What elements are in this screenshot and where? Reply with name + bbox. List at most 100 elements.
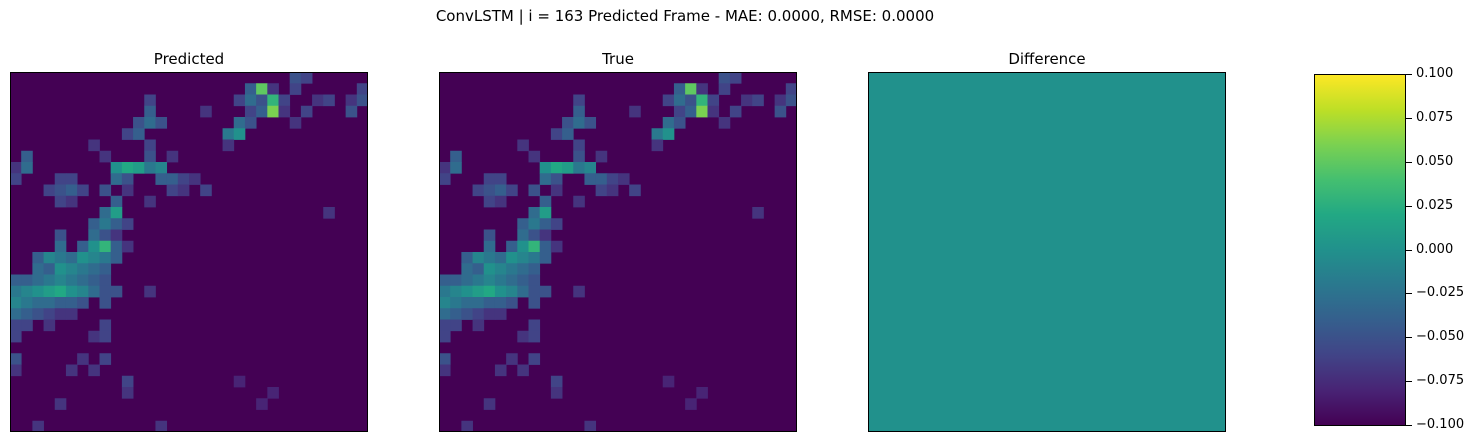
- colorbar-tick-label: 0.025: [1416, 198, 1454, 213]
- true-cell: [651, 128, 664, 140]
- predicted-cell: [144, 139, 156, 152]
- true-cell: [785, 83, 797, 95]
- predicted-cell: [155, 117, 168, 129]
- predicted-cell: [21, 150, 33, 163]
- true-cell: [606, 173, 619, 185]
- predicted-cell: [88, 139, 100, 152]
- true-cell: [472, 285, 485, 298]
- true-cell: [528, 150, 541, 163]
- predicted-cell: [88, 218, 100, 230]
- predicted-cell: [121, 184, 134, 197]
- predicted-cell: [10, 364, 22, 377]
- predicted-cell: [345, 105, 358, 118]
- true-cell: [528, 353, 541, 365]
- true-cell: [494, 297, 507, 309]
- predicted-cell: [256, 398, 268, 410]
- predicted-cell: [99, 240, 112, 253]
- true-cell: [539, 240, 552, 253]
- predicted-cell: [99, 229, 112, 242]
- true-cell: [483, 229, 496, 242]
- true-cell: [517, 252, 529, 264]
- predicted-cell: [233, 375, 246, 388]
- colorbar-tick: [1406, 250, 1412, 251]
- predicted-cell: [54, 263, 67, 275]
- predicted-cell: [10, 274, 22, 287]
- true-cell: [550, 375, 563, 388]
- true-cell: [662, 128, 675, 140]
- predicted-cell: [65, 263, 78, 275]
- predicted-cell: [155, 420, 168, 432]
- predicted-cell: [144, 94, 156, 107]
- true-frame: [439, 72, 797, 432]
- true-cell: [539, 195, 552, 208]
- true-cell: [517, 229, 529, 242]
- predicted-cell: [312, 94, 324, 107]
- predicted-cell: [244, 94, 257, 107]
- true-cell: [539, 252, 552, 264]
- true-cell: [718, 72, 731, 84]
- predicted-cell: [77, 285, 89, 298]
- true-cell: [439, 162, 451, 174]
- true-cell: [528, 274, 541, 287]
- predicted-cell: [177, 184, 190, 197]
- colorbar-tick-label: −0.075: [1416, 373, 1465, 388]
- predicted-cell: [110, 162, 123, 174]
- true-cell: [662, 94, 675, 107]
- colorbar-tick-label: 0.050: [1416, 154, 1454, 169]
- true-cell: [539, 207, 552, 219]
- true-cell: [472, 319, 485, 332]
- true-cell: [573, 94, 585, 107]
- predicted-cell: [88, 240, 100, 253]
- true-cell: [494, 184, 507, 197]
- predicted-cell: [88, 364, 100, 377]
- predicted-cell: [144, 117, 156, 129]
- predicted-cell: [99, 252, 112, 264]
- true-cell: [506, 274, 518, 287]
- true-cell: [618, 173, 630, 185]
- true-cell: [517, 139, 529, 152]
- colorbar-tick: [1406, 118, 1412, 119]
- predicted-cell: [256, 83, 268, 95]
- predicted-cell: [88, 330, 100, 343]
- predicted-cell: [65, 184, 78, 197]
- predicted-cell: [43, 252, 56, 264]
- true-cell: [539, 218, 552, 230]
- predicted-cell: [144, 162, 156, 174]
- predicted-cell: [21, 308, 33, 320]
- true-cell: [450, 319, 462, 332]
- true-cell: [439, 285, 451, 298]
- predicted-cell: [356, 94, 368, 107]
- predicted-cell: [99, 274, 112, 287]
- predicted-cell: [54, 285, 67, 298]
- difference-heatmap: [868, 72, 1226, 432]
- true-cell: [550, 184, 563, 197]
- true-cell: [729, 105, 742, 118]
- predicted-cell: [99, 353, 112, 365]
- true-cell: [595, 184, 608, 197]
- true-cell: [517, 364, 529, 377]
- true-cell: [506, 263, 518, 275]
- true-cell: [439, 364, 451, 377]
- predicted-cell: [21, 285, 33, 298]
- predicted-cell: [32, 297, 44, 309]
- predicted-cell: [43, 263, 56, 275]
- true-cell: [483, 252, 496, 264]
- predicted-cell: [10, 297, 22, 309]
- predicted-cell: [200, 105, 212, 118]
- colorbar-tick: [1406, 206, 1412, 207]
- predicted-cell: [200, 184, 212, 197]
- predicted-frame: [10, 72, 368, 432]
- predicted-cell: [43, 297, 56, 309]
- predicted-cell: [110, 285, 123, 298]
- true-cell: [528, 218, 541, 230]
- colorbar: [1314, 74, 1406, 426]
- true-cell: [528, 330, 541, 343]
- true-cell: [483, 274, 496, 287]
- true-cell: [483, 297, 496, 309]
- true-cell: [528, 229, 541, 242]
- true-cell: [528, 240, 541, 253]
- predicted-cell: [110, 195, 123, 208]
- predicted-cell: [345, 94, 358, 107]
- true-cell: [550, 218, 563, 230]
- colorbar-tick-label: −0.025: [1416, 285, 1465, 300]
